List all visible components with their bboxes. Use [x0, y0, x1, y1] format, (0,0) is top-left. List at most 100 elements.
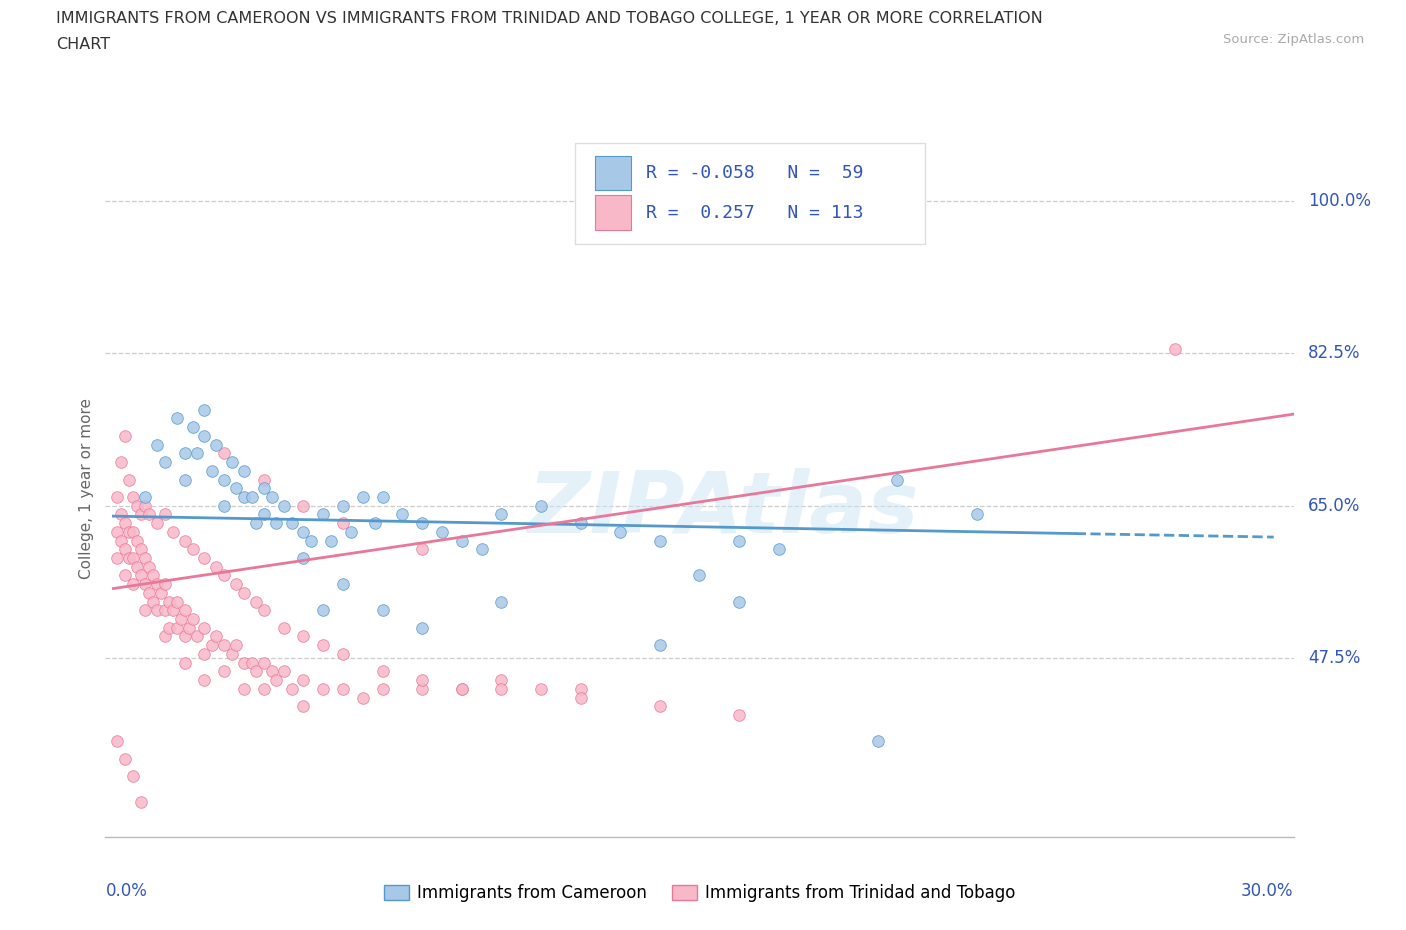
- Point: [214, 472, 236, 487]
- Point: [153, 455, 176, 470]
- Point: [129, 542, 152, 557]
- Point: [430, 525, 453, 539]
- Point: [411, 542, 433, 557]
- Point: [221, 646, 243, 661]
- Point: [186, 629, 208, 644]
- Point: [491, 594, 513, 609]
- Point: [110, 533, 132, 548]
- Point: [173, 629, 195, 644]
- Point: [225, 577, 247, 591]
- Point: [728, 708, 751, 723]
- Point: [264, 515, 287, 530]
- Point: [214, 568, 236, 583]
- Point: [292, 525, 315, 539]
- Point: [127, 559, 149, 574]
- Point: [332, 646, 354, 661]
- Point: [153, 603, 176, 618]
- Point: [768, 542, 790, 557]
- Point: [491, 672, 513, 687]
- Point: [411, 515, 433, 530]
- Point: [569, 690, 592, 705]
- Point: [609, 525, 631, 539]
- Point: [299, 533, 322, 548]
- Point: [292, 672, 315, 687]
- Point: [225, 638, 247, 653]
- Point: [491, 682, 513, 697]
- Point: [411, 672, 433, 687]
- Point: [186, 446, 208, 461]
- Text: 82.5%: 82.5%: [1308, 344, 1360, 362]
- Point: [450, 533, 472, 548]
- Point: [129, 794, 152, 809]
- Point: [105, 489, 128, 504]
- Point: [118, 472, 141, 487]
- Point: [253, 472, 276, 487]
- Point: [280, 682, 302, 697]
- Point: [166, 620, 188, 635]
- Point: [138, 586, 160, 601]
- FancyBboxPatch shape: [595, 155, 630, 191]
- Point: [273, 620, 295, 635]
- Point: [273, 664, 295, 679]
- Point: [648, 533, 671, 548]
- Point: [122, 768, 145, 783]
- Point: [648, 698, 671, 713]
- Point: [205, 629, 228, 644]
- Point: [193, 672, 215, 687]
- Text: R = -0.058   N =  59: R = -0.058 N = 59: [645, 164, 863, 182]
- Point: [193, 429, 215, 444]
- Point: [689, 568, 711, 583]
- Point: [153, 507, 176, 522]
- Point: [201, 638, 224, 653]
- Point: [181, 419, 204, 434]
- Text: 65.0%: 65.0%: [1308, 497, 1360, 514]
- Point: [214, 446, 236, 461]
- Text: ZIPAtlas: ZIPAtlas: [527, 468, 920, 551]
- Text: CHART: CHART: [56, 37, 110, 52]
- Point: [142, 594, 165, 609]
- Y-axis label: College, 1 year or more: College, 1 year or more: [79, 398, 94, 578]
- Point: [240, 489, 263, 504]
- Point: [138, 559, 160, 574]
- Point: [530, 498, 553, 513]
- Point: [253, 603, 276, 618]
- Point: [127, 498, 149, 513]
- Point: [233, 463, 256, 478]
- Point: [205, 559, 228, 574]
- Point: [352, 690, 374, 705]
- Point: [292, 551, 315, 565]
- Point: [114, 515, 136, 530]
- Point: [728, 533, 751, 548]
- Point: [312, 638, 335, 653]
- Point: [153, 577, 176, 591]
- Point: [371, 489, 394, 504]
- Point: [312, 682, 335, 697]
- Point: [225, 481, 247, 496]
- Point: [214, 638, 236, 653]
- Point: [146, 515, 169, 530]
- Point: [134, 498, 156, 513]
- Point: [245, 594, 267, 609]
- Point: [728, 594, 751, 609]
- Point: [105, 525, 128, 539]
- Point: [122, 525, 145, 539]
- FancyBboxPatch shape: [595, 195, 630, 231]
- Point: [233, 489, 256, 504]
- Point: [273, 498, 295, 513]
- Text: 100.0%: 100.0%: [1308, 192, 1371, 209]
- Point: [118, 525, 141, 539]
- Point: [292, 698, 315, 713]
- Point: [149, 586, 172, 601]
- Point: [280, 515, 302, 530]
- Point: [245, 515, 267, 530]
- Point: [886, 472, 908, 487]
- Point: [134, 603, 156, 618]
- Point: [411, 620, 433, 635]
- Point: [173, 472, 195, 487]
- Point: [371, 664, 394, 679]
- Point: [134, 577, 156, 591]
- Point: [332, 498, 354, 513]
- Text: 0.0%: 0.0%: [105, 883, 148, 900]
- Point: [260, 489, 283, 504]
- Point: [127, 533, 149, 548]
